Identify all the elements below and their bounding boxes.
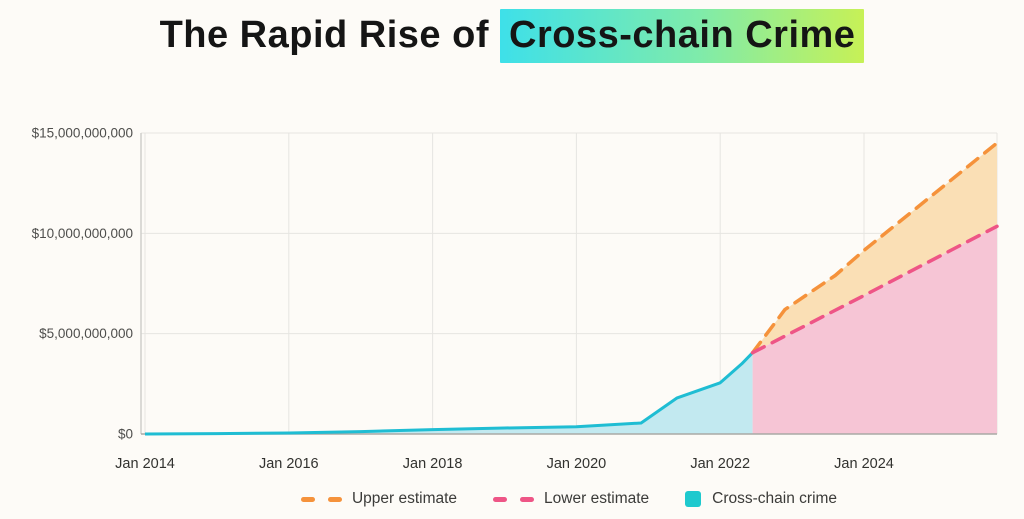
legend-item-upper-estimate: Upper estimate — [300, 490, 458, 508]
upper-estimate-dash-swatch — [300, 496, 342, 502]
cross-chain-crime-chart: $0 $5,000,000,000 $10,000,000,000 $15,000,0… — [32, 126, 999, 472]
svg-text:Jan 2016: Jan 2016 — [259, 456, 319, 472]
cross-chain-crime-square-swatch — [685, 491, 702, 507]
chart-legend: Upper estimate Lower estimate Cross-chai… — [57, 490, 1024, 508]
svg-text:Jan 2022: Jan 2022 — [690, 456, 750, 472]
legend-item-cross-chain-crime: Cross-chain crime — [685, 490, 837, 508]
legend-label-upper-estimate: Upper estimate — [351, 490, 458, 507]
lower-estimate-dash-swatch — [493, 496, 535, 502]
svg-text:Jan 2020: Jan 2020 — [547, 456, 607, 472]
svg-text:Jan 2018: Jan 2018 — [403, 456, 463, 472]
svg-text:Jan 2024: Jan 2024 — [834, 456, 894, 472]
title-highlight: Cross-chain Crime — [500, 9, 865, 63]
page-title: The Rapid Rise of Cross-chain Crime — [0, 0, 1024, 63]
svg-text:$15,000,000,000: $15,000,000,000 — [32, 126, 133, 141]
svg-text:$10,000,000,000: $10,000,000,000 — [32, 226, 133, 241]
legend-label-lower-estimate: Lower estimate — [544, 490, 650, 507]
title-prefix: The Rapid Rise of — [159, 14, 501, 56]
svg-text:$5,000,000,000: $5,000,000,000 — [39, 326, 133, 341]
legend-item-lower-estimate: Lower estimate — [493, 490, 649, 508]
svg-text:Jan 2014: Jan 2014 — [115, 456, 175, 472]
svg-text:$0: $0 — [118, 427, 133, 442]
legend-label-cross-chain-crime: Cross-chain crime — [712, 490, 838, 507]
